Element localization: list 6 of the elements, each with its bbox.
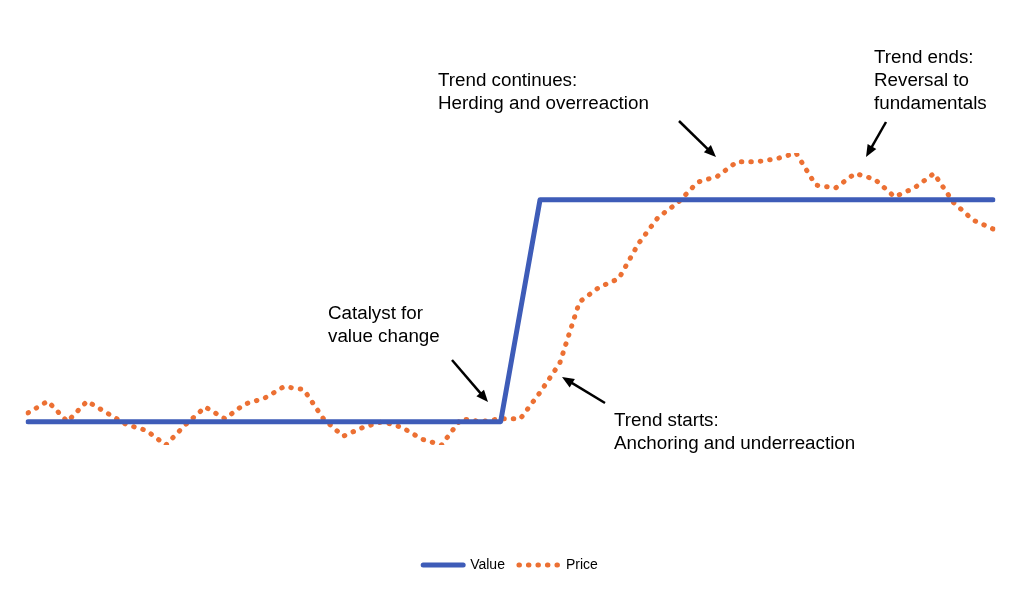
annotation: Catalyst for value change: [328, 301, 440, 347]
legend-label: Value: [470, 555, 506, 572]
annotation: Trend starts: Anchoring and underreaction: [614, 408, 856, 454]
text: Trend continues: Herding and overreaction: [438, 68, 649, 114]
text: Trend ends: Reversal to fundamentals: [874, 45, 987, 114]
legend-label: Price: [565, 555, 599, 572]
